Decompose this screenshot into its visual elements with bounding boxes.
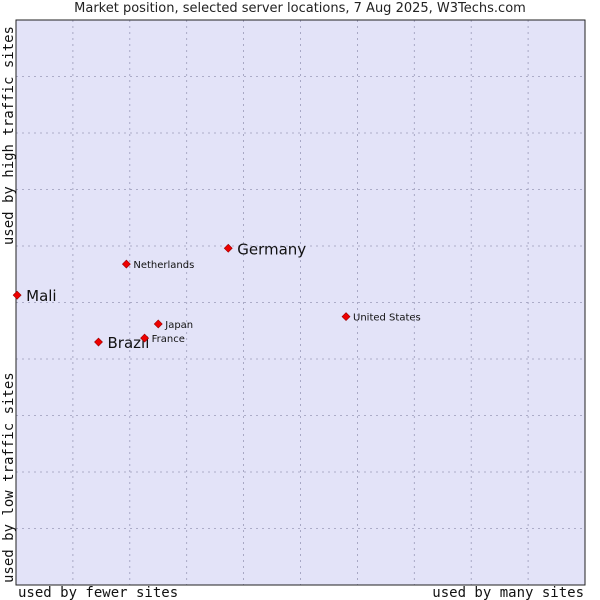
point-marker-mali[interactable] [12,290,22,300]
point-marker-france[interactable] [140,333,150,343]
point-marker-japan[interactable] [153,319,163,329]
chart-title: Market position, selected server locatio… [74,1,526,16]
point-label-united-states: United States [353,313,421,324]
point-label-mali: Mali [26,287,56,305]
y-axis-label-top: used by high traffic sites [1,26,17,245]
point-marker-netherlands[interactable] [121,259,131,269]
x-axis-label-right: used by many sites [432,585,584,600]
point-label-netherlands: Netherlands [133,260,194,271]
point-label-japan: Japan [164,320,193,331]
point-marker-united-states[interactable] [341,312,351,322]
point-label-france: France [152,334,185,345]
y-axis-label-bottom: used by low traffic sites [1,372,17,583]
point-marker-germany[interactable] [223,243,233,253]
plot-border [15,19,586,586]
point-label-brazil: Brazil [108,334,150,352]
point-marker-brazil[interactable] [94,337,103,347]
grid-lines [16,20,585,585]
data-points: Mali Netherlands Germany Brazil France Japan U… [12,240,421,352]
x-axis-label-left: used by fewer sites [18,585,178,600]
point-label-germany: Germany [237,240,306,258]
